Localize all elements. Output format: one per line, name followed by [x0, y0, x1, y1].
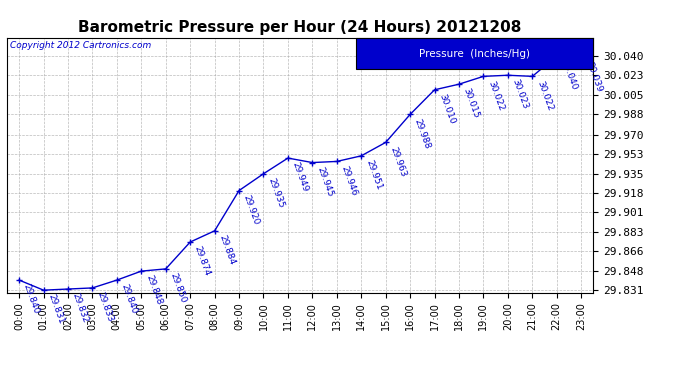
Text: 29.988: 29.988	[413, 117, 432, 150]
Text: 29.850: 29.850	[168, 272, 188, 304]
Text: 29.833: 29.833	[95, 291, 115, 323]
Text: Pressure  (Inches/Hg): Pressure (Inches/Hg)	[419, 49, 530, 58]
Text: 29.949: 29.949	[290, 161, 310, 194]
Text: 29.840: 29.840	[119, 283, 139, 315]
Text: 30.015: 30.015	[462, 87, 481, 120]
Text: 29.920: 29.920	[241, 194, 261, 226]
Title: Barometric Pressure per Hour (24 Hours) 20121208: Barometric Pressure per Hour (24 Hours) …	[79, 20, 522, 35]
Text: 29.963: 29.963	[388, 145, 408, 178]
Text: 30.039: 30.039	[584, 60, 603, 93]
Text: 30.023: 30.023	[511, 78, 530, 111]
Text: 30.022: 30.022	[486, 79, 505, 112]
Text: 29.951: 29.951	[364, 159, 383, 191]
Text: 29.946: 29.946	[339, 164, 359, 197]
Text: 29.884: 29.884	[217, 234, 237, 266]
Text: 29.874: 29.874	[193, 245, 212, 278]
Text: 29.832: 29.832	[71, 292, 90, 324]
Text: 30.010: 30.010	[437, 93, 457, 125]
Text: 30.040: 30.040	[560, 59, 579, 92]
Text: 29.945: 29.945	[315, 165, 335, 198]
Text: 29.840: 29.840	[22, 283, 41, 315]
Text: 29.848: 29.848	[144, 274, 164, 306]
Text: 29.831: 29.831	[46, 293, 66, 326]
FancyBboxPatch shape	[356, 38, 593, 69]
Text: 30.022: 30.022	[535, 79, 554, 112]
Text: 29.935: 29.935	[266, 177, 286, 209]
Text: Copyright 2012 Cartronics.com: Copyright 2012 Cartronics.com	[10, 41, 151, 50]
